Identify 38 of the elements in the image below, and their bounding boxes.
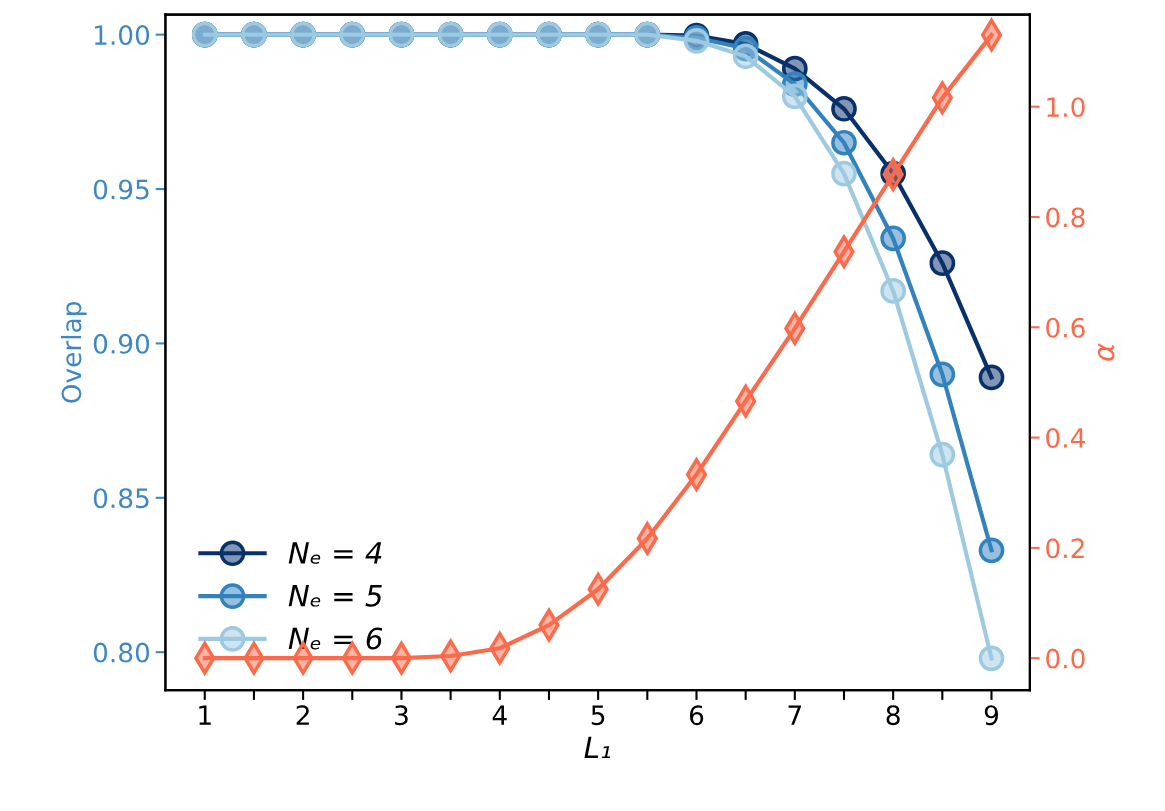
- point: [732, 43, 759, 70]
- x-axis-title: L₁: [584, 736, 611, 759]
- point: [929, 250, 956, 276]
- y2-axis-title: α: [1097, 343, 1115, 361]
- y-tick-label: 0.85: [93, 488, 149, 509]
- y-tick-label: 0.80: [93, 642, 150, 663]
- y-tick-label: 0.95: [93, 179, 149, 200]
- y-tick-label: 0.90: [93, 333, 150, 354]
- legend-label: Nₑ = 4: [288, 542, 382, 564]
- point: [880, 225, 907, 252]
- x-tick-label: 4: [492, 705, 507, 725]
- x-tick-label: 6: [689, 705, 704, 726]
- point: [831, 129, 857, 156]
- x-tick-label: 1: [199, 705, 211, 725]
- y2-tick-label: 0.4: [1046, 428, 1085, 448]
- y-tick-label: 1.00: [94, 25, 150, 46]
- point: [978, 645, 1005, 672]
- point: [978, 364, 1005, 391]
- y2-tick-label: 0.0: [1046, 648, 1085, 669]
- point: [978, 537, 1005, 564]
- point: [831, 95, 857, 122]
- y-axis-title: Overlap: [61, 301, 87, 403]
- y2-tick-label: 1.0: [1047, 97, 1085, 118]
- y2-tick-label: 0.2: [1046, 538, 1084, 559]
- point: [929, 361, 956, 388]
- point: [831, 160, 857, 187]
- x-tick-label: 2: [296, 705, 309, 725]
- legend-label: Nₑ = 5: [288, 585, 382, 607]
- x-tick-label: 3: [395, 705, 408, 726]
- y2-tick-label: 0.6: [1046, 317, 1085, 338]
- point: [781, 83, 808, 110]
- point: [929, 441, 956, 468]
- y2-tick-label: 0.8: [1046, 207, 1085, 228]
- x-tick-label: 9: [984, 705, 999, 726]
- x-tick-label: 7: [788, 705, 801, 725]
- x-tick-label: 5: [591, 705, 605, 726]
- x-tick-label: 8: [886, 705, 900, 726]
- point: [880, 278, 907, 304]
